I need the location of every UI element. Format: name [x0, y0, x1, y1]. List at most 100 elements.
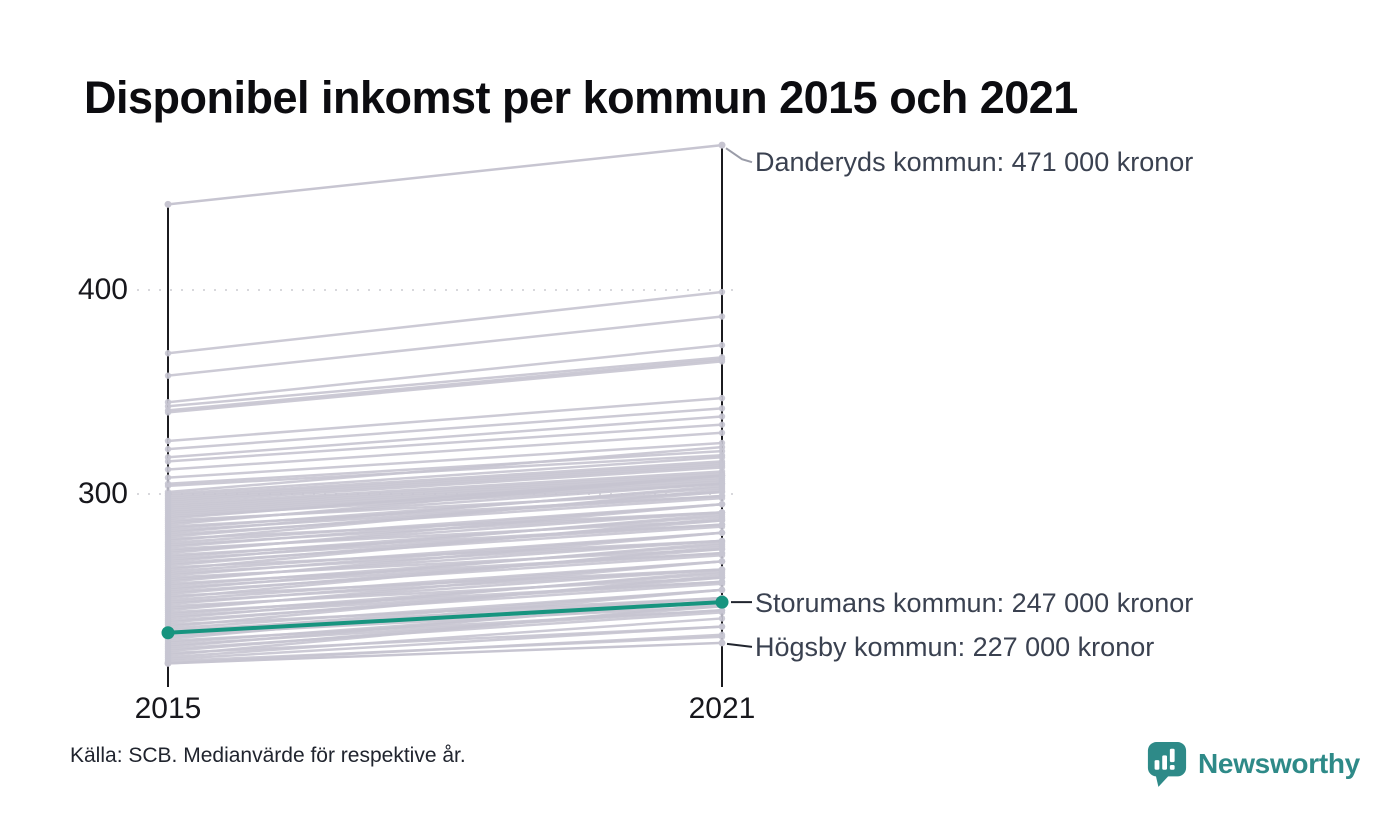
municipality-point-2021: [718, 341, 726, 349]
municipality-line: [167, 472, 723, 508]
municipality-point-2021: [718, 486, 726, 494]
series-point-2015: [164, 659, 172, 667]
municipality-line: [167, 415, 723, 459]
municipality-point-2015: [164, 474, 172, 481]
series-point-2015: [164, 200, 172, 208]
municipality-line: [167, 445, 723, 494]
municipality-line: [167, 484, 723, 535]
series-line-högsby: [167, 641, 723, 665]
annotation-storuman: Storumans kommun: 247 000 kronor: [755, 588, 1194, 618]
municipality-point-2021: [718, 429, 726, 436]
municipality-line: [167, 488, 723, 543]
municipality-line: [167, 474, 723, 526]
municipality-line: [167, 360, 723, 414]
municipality-line: [167, 588, 723, 641]
municipality-line: [167, 462, 723, 500]
municipality-line: [167, 474, 723, 510]
municipality-point-2021: [718, 515, 726, 522]
municipality-point-2021: [718, 609, 726, 616]
municipality-point-2015: [164, 445, 172, 453]
municipality-point-2015: [164, 458, 172, 465]
municipality-point-2021: [718, 501, 726, 508]
municipality-point-2021: [718, 529, 726, 536]
municipality-line: [167, 466, 723, 504]
municipality-point-2021: [718, 405, 726, 412]
municipality-point-2021: [718, 494, 726, 502]
municipality-line: [167, 315, 723, 377]
municipality-point-2021: [718, 543, 726, 551]
municipality-point-2015: [164, 350, 172, 357]
y-axis-tick-300: 300: [77, 477, 128, 510]
annotation-hogsby: Högsby kommun: 227 000 kronor: [755, 632, 1155, 662]
municipality-point-2021: [718, 623, 726, 630]
x-axis-label-2015: 2015: [134, 692, 202, 725]
municipality-line: [167, 531, 723, 583]
municipality-line: [167, 358, 723, 412]
newsworthy-branding: Newsworthy: [1146, 740, 1360, 788]
source-note: Källa: SCB. Medianvärde för respektive å…: [70, 744, 466, 767]
leader-danderyd: [725, 147, 753, 164]
municipality-line: [167, 560, 723, 612]
municipality-point-2021: [718, 472, 726, 479]
series-point-2021: [718, 141, 726, 149]
municipality-point-2021: [718, 313, 726, 320]
newsworthy-wordmark: Newsworthy: [1198, 748, 1360, 779]
municipality-line: [167, 570, 723, 620]
leader-hogsby: [726, 642, 753, 648]
municipality-line: [167, 625, 723, 661]
series-line-storuman: [167, 600, 723, 635]
municipality-point-2021: [718, 558, 726, 565]
municipality-point-2021: [718, 413, 726, 420]
municipality-point-2015: [164, 372, 172, 379]
municipality-point-2015: [164, 482, 172, 490]
municipality-line: [167, 602, 723, 657]
municipality-line: [167, 343, 723, 404]
municipality-point-2021: [718, 394, 726, 402]
municipality-point-2021: [718, 358, 726, 365]
municipality-line: [167, 617, 723, 659]
series-line-danderyds: [167, 143, 723, 206]
municipality-point-2015: [164, 437, 172, 445]
municipality-line: [167, 407, 723, 451]
municipality-point-2015: [164, 409, 172, 416]
municipality-point-2021: [718, 288, 726, 296]
chart-title: Disponibel inkomst per kommun 2015 och 2…: [84, 72, 1078, 123]
municipality-line: [167, 541, 723, 592]
municipality-line: [167, 633, 723, 665]
municipality-line: [167, 456, 723, 496]
municipality-line: [167, 517, 723, 571]
municipality-line: [167, 470, 723, 506]
municipality-line: [167, 545, 723, 600]
municipality-point-2021: [718, 523, 726, 530]
municipality-line: [167, 464, 723, 502]
y-axis-tick-400: 400: [77, 273, 128, 306]
municipality-line: [167, 441, 723, 479]
municipality-point-2021: [718, 631, 726, 638]
municipality-point-2021: [718, 572, 726, 579]
series-point-2015: [161, 626, 175, 640]
municipality-line: [167, 574, 723, 628]
municipality-point-2021: [718, 421, 726, 428]
newsworthy-logo-icon: [1147, 742, 1187, 787]
municipality-point-2015: [164, 466, 172, 473]
municipality-line: [167, 396, 723, 443]
municipality-line: [167, 290, 723, 355]
series-point-2021: [718, 639, 726, 647]
municipality-line: [167, 431, 723, 471]
municipality-line: [167, 423, 723, 463]
municipality-line: [167, 356, 723, 408]
x-axis-label-2021: 2021: [688, 692, 756, 725]
municipality-point-2021: [718, 580, 726, 587]
series-point-2021: [715, 595, 729, 609]
municipality-point-2021: [718, 615, 726, 622]
municipality-line: [167, 513, 723, 563]
municipality-point-2021: [718, 586, 726, 594]
municipality-line: [167, 449, 723, 486]
municipality-point-2021: [718, 443, 726, 451]
municipality-point-2021: [718, 552, 726, 559]
municipality-line: [167, 502, 723, 555]
municipality-line: [167, 460, 723, 498]
annotation-danderyd: Danderyds kommun: 471 000 kronor: [755, 147, 1194, 177]
